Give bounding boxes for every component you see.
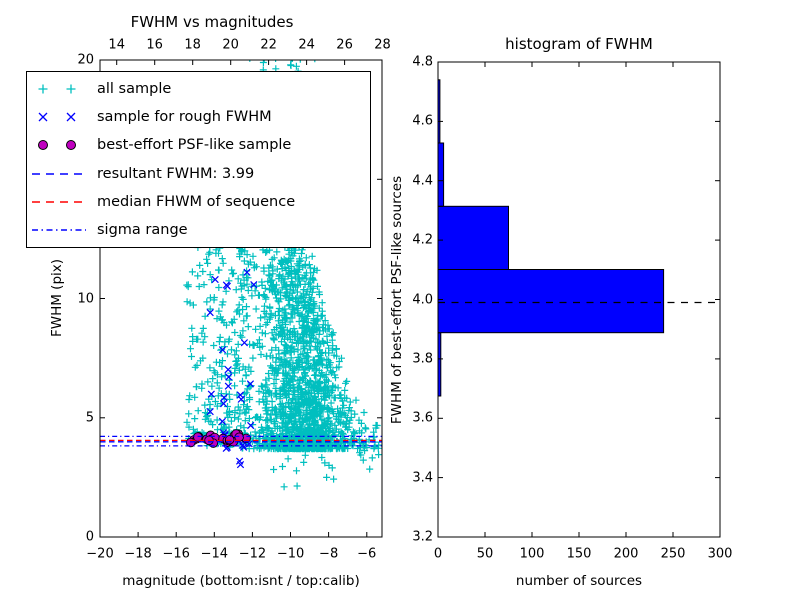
tick-label: −16 (162, 546, 190, 562)
tick-label: 3.8 (412, 351, 433, 367)
tick-label: 0 (85, 529, 94, 545)
tick-label: 0 (433, 546, 443, 562)
blue-dashdot-line-icon (27, 220, 91, 240)
tick-label: 4.6 (412, 113, 433, 129)
tick-label: 200 (613, 546, 639, 562)
tick-label: −18 (124, 546, 152, 562)
left-plot-area (100, 60, 382, 491)
tick-label: 3.6 (412, 410, 433, 426)
legend-item-label: best-effort PSF-like sample (97, 137, 292, 154)
tick-label: −20 (86, 546, 114, 562)
legend-item-label: median FHWM of sequence (97, 193, 296, 210)
tick-label: 5 (85, 410, 94, 426)
x-marker-icon (27, 107, 91, 127)
tick-label: −14 (200, 546, 229, 562)
tick-label: 4.8 (412, 54, 433, 70)
tick-label: 10 (77, 291, 94, 306)
right-chart-title: histogram of FWHM (505, 35, 653, 53)
legend-item-median-fwhm: median FHWM of sequence (27, 188, 370, 215)
tick-label: 20 (222, 37, 239, 53)
tick-label: −10 (276, 546, 305, 562)
axis-ticks (99, 59, 721, 538)
tick-label: 18 (184, 37, 201, 53)
left-chart-ylabel: FWHM (pix) (49, 258, 65, 338)
tick-label: 24 (298, 37, 315, 53)
tick-label: 250 (660, 546, 686, 562)
left-chart-title: FWHM vs magnitudes (130, 13, 294, 31)
histogram-bar (437, 269, 665, 334)
tick-label: 50 (476, 546, 494, 562)
tick-label: −6 (357, 546, 377, 562)
legend-item-label: all sample (97, 81, 172, 98)
scatter-rough-fwhm-sample (206, 268, 258, 469)
tick-label: 100 (519, 546, 545, 562)
legend-item-psf-like-sample: best-effort PSF-like sample (27, 132, 370, 159)
tick-label: 4.2 (412, 232, 433, 248)
plus-marker-icon (27, 79, 91, 99)
tick-label: 300 (707, 546, 733, 562)
tick-label: 3.4 (412, 470, 433, 486)
tick-label: 26 (336, 37, 353, 53)
tick-label: 16 (146, 37, 163, 53)
legend-item-rough-fwhm-sample: sample for rough FWHM (27, 104, 370, 131)
right-chart-ylabel: FWHM of best-effort PSF-like sources (389, 175, 405, 425)
legend-box: all sample sample for rough FWHM best-ef… (26, 71, 371, 248)
tick-label: 20 (77, 52, 94, 68)
tick-label: 150 (566, 546, 592, 562)
legend-item-all-sample: all sample (27, 76, 370, 103)
tick-label: −8 (319, 546, 339, 562)
blue-dashed-line-icon (27, 164, 91, 184)
tick-label: 14 (108, 37, 125, 53)
scatter-all-sample (183, 60, 382, 491)
legend-item-resultant-fwhm: resultant FWHM: 3.99 (27, 160, 370, 187)
histogram-bar (437, 142, 445, 207)
circle-marker-icon (27, 135, 91, 155)
histogram-bar (437, 205, 509, 271)
left-chart-xlabel: magnitude (bottom:isnt / top:calib) (122, 573, 360, 589)
legend-item-label: resultant FWHM: 3.99 (97, 165, 255, 182)
tick-label: 4.4 (412, 173, 433, 189)
tick-label: 3.2 (412, 529, 433, 545)
tick-label: −12 (238, 546, 267, 562)
legend-item-label: sigma range (97, 221, 188, 238)
legend-item-sigma-range: sigma range (27, 216, 370, 243)
tick-label: 4.0 (412, 292, 433, 307)
right-chart-xlabel: number of sources (515, 573, 643, 589)
right-plot-area (437, 79, 720, 397)
tick-label: 28 (374, 37, 391, 53)
tick-label: 22 (260, 37, 277, 53)
red-dashed-line-icon (27, 192, 91, 212)
legend-item-label: sample for rough FWHM (97, 109, 272, 126)
